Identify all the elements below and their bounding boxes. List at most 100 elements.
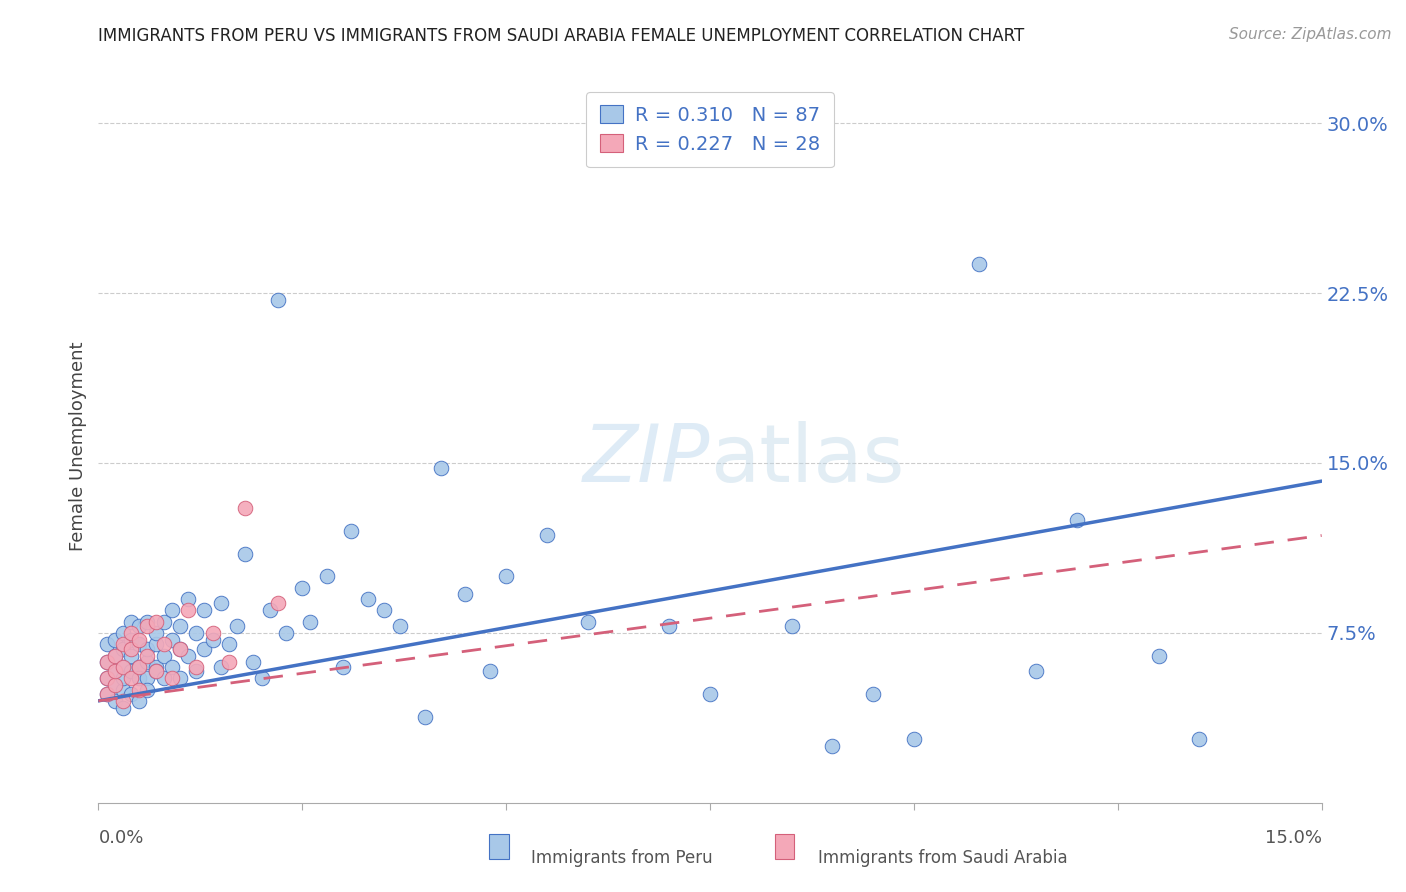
Point	[315, 569, 337, 583]
Point	[145, 615, 167, 629]
Point	[111, 700, 134, 714]
Point	[120, 626, 142, 640]
Text: Immigrants from Saudi Arabia: Immigrants from Saudi Arabia	[818, 849, 1069, 867]
Point	[389, 619, 412, 633]
Point	[177, 648, 200, 663]
Point	[658, 619, 681, 633]
Point	[96, 637, 118, 651]
Text: 0.0%: 0.0%	[98, 829, 143, 847]
Text: atlas: atlas	[710, 421, 904, 500]
Text: Source: ZipAtlas.com: Source: ZipAtlas.com	[1229, 27, 1392, 42]
Point	[169, 641, 191, 656]
Point	[177, 603, 200, 617]
Point	[136, 648, 159, 663]
Point	[186, 665, 208, 679]
Point	[209, 597, 232, 611]
Point	[104, 632, 127, 647]
Point	[478, 665, 501, 679]
Point	[332, 660, 354, 674]
Point	[111, 626, 134, 640]
Point	[145, 626, 167, 640]
Y-axis label: Female Unemployment: Female Unemployment	[69, 342, 87, 550]
Point	[111, 694, 134, 708]
Point	[201, 632, 224, 647]
Point	[120, 648, 142, 663]
Point	[145, 660, 167, 674]
Point	[96, 671, 118, 685]
Text: IMMIGRANTS FROM PERU VS IMMIGRANTS FROM SAUDI ARABIA FEMALE UNEMPLOYMENT CORRELA: IMMIGRANTS FROM PERU VS IMMIGRANTS FROM …	[98, 27, 1025, 45]
Point	[128, 660, 150, 674]
Point	[160, 632, 183, 647]
Point	[120, 687, 142, 701]
Point	[104, 665, 127, 679]
Point	[536, 528, 558, 542]
Point	[136, 671, 159, 685]
Point	[291, 581, 314, 595]
Legend: R = 0.310   N = 87, R = 0.227   N = 28: R = 0.310 N = 87, R = 0.227 N = 28	[586, 92, 834, 168]
Point	[152, 648, 174, 663]
Point	[128, 660, 150, 674]
Point	[862, 687, 884, 701]
Point	[576, 615, 599, 629]
Point	[160, 671, 183, 685]
Point	[617, 138, 640, 153]
Point	[373, 603, 395, 617]
Point	[274, 626, 297, 640]
Point	[136, 641, 159, 656]
Point	[96, 656, 118, 670]
Point	[111, 641, 134, 656]
Point	[186, 660, 208, 674]
Point	[145, 637, 167, 651]
Point	[152, 637, 174, 651]
Point	[128, 682, 150, 697]
Point	[120, 632, 142, 647]
Point	[152, 671, 174, 685]
Point	[120, 641, 142, 656]
Point	[152, 615, 174, 629]
Point	[136, 656, 159, 670]
Point	[120, 671, 142, 685]
Point	[128, 637, 150, 651]
Text: ZIP: ZIP	[582, 421, 710, 500]
Point	[903, 732, 925, 747]
Point	[413, 709, 436, 723]
Point	[267, 293, 290, 307]
Point	[340, 524, 363, 538]
Point	[96, 671, 118, 685]
Point	[699, 687, 721, 701]
Point	[136, 615, 159, 629]
Point	[104, 678, 127, 692]
Point	[193, 603, 215, 617]
Point	[128, 619, 150, 633]
Point	[242, 656, 264, 670]
Point	[495, 569, 517, 583]
Point	[356, 591, 378, 606]
Point	[128, 632, 150, 647]
Point	[160, 660, 183, 674]
Point	[160, 603, 183, 617]
Point	[104, 678, 127, 692]
Point	[128, 694, 150, 708]
Point	[104, 648, 127, 663]
Point	[218, 637, 240, 651]
Point	[169, 671, 191, 685]
Point	[96, 687, 118, 701]
Point	[136, 682, 159, 697]
Point	[111, 671, 134, 685]
Point	[967, 257, 990, 271]
Point	[1188, 732, 1211, 747]
Point	[780, 619, 803, 633]
Point	[111, 660, 134, 674]
Point	[454, 587, 477, 601]
Point	[430, 460, 453, 475]
Text: 15.0%: 15.0%	[1264, 829, 1322, 847]
Point	[120, 665, 142, 679]
Point	[209, 660, 232, 674]
Point	[1025, 665, 1047, 679]
Point	[177, 591, 200, 606]
Text: Immigrants from Peru: Immigrants from Peru	[531, 849, 713, 867]
Point	[267, 597, 290, 611]
Point	[193, 641, 215, 656]
Point	[250, 671, 273, 685]
Point	[201, 626, 224, 640]
